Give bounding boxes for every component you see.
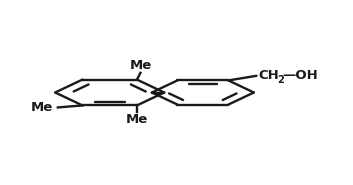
- Text: Me: Me: [129, 59, 151, 72]
- Text: —OH: —OH: [282, 69, 318, 82]
- Text: 2: 2: [277, 75, 285, 85]
- Text: Me: Me: [126, 113, 148, 126]
- Text: CH: CH: [258, 69, 279, 82]
- Text: Me: Me: [30, 101, 53, 114]
